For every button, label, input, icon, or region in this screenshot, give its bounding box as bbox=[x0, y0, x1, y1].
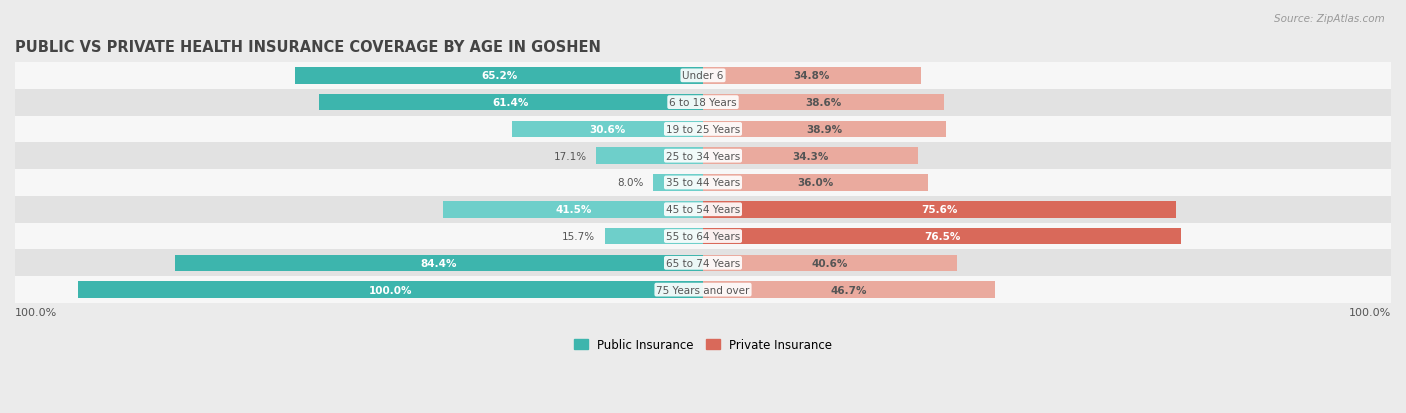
Bar bbox=[176, 255, 703, 271]
Bar bbox=[15, 90, 1391, 116]
Bar bbox=[15, 197, 1391, 223]
Text: 100.0%: 100.0% bbox=[1348, 307, 1391, 317]
Text: Under 6: Under 6 bbox=[682, 71, 724, 81]
Text: 30.6%: 30.6% bbox=[589, 125, 626, 135]
Bar bbox=[15, 63, 1391, 90]
Bar bbox=[15, 116, 1391, 143]
Text: 6 to 18 Years: 6 to 18 Years bbox=[669, 98, 737, 108]
Bar bbox=[605, 228, 703, 245]
Text: 65.2%: 65.2% bbox=[481, 71, 517, 81]
Text: PUBLIC VS PRIVATE HEALTH INSURANCE COVERAGE BY AGE IN GOSHEN: PUBLIC VS PRIVATE HEALTH INSURANCE COVER… bbox=[15, 40, 600, 55]
Text: 8.0%: 8.0% bbox=[617, 178, 644, 188]
Text: 55 to 64 Years: 55 to 64 Years bbox=[666, 232, 740, 242]
Text: 38.6%: 38.6% bbox=[806, 98, 842, 108]
Bar bbox=[703, 175, 928, 191]
Bar bbox=[512, 121, 703, 138]
Bar bbox=[596, 148, 703, 165]
Bar bbox=[703, 255, 957, 271]
Text: Source: ZipAtlas.com: Source: ZipAtlas.com bbox=[1274, 14, 1385, 24]
Text: 17.1%: 17.1% bbox=[554, 151, 586, 161]
Legend: Public Insurance, Private Insurance: Public Insurance, Private Insurance bbox=[569, 334, 837, 356]
Text: 46.7%: 46.7% bbox=[831, 285, 868, 295]
Bar bbox=[15, 277, 1391, 303]
Text: 41.5%: 41.5% bbox=[555, 205, 592, 215]
Bar bbox=[319, 95, 703, 111]
Text: 25 to 34 Years: 25 to 34 Years bbox=[666, 151, 740, 161]
Text: 19 to 25 Years: 19 to 25 Years bbox=[666, 125, 740, 135]
Text: 34.8%: 34.8% bbox=[793, 71, 830, 81]
Bar bbox=[15, 223, 1391, 250]
Bar bbox=[703, 148, 918, 165]
Bar bbox=[77, 282, 703, 298]
Text: 40.6%: 40.6% bbox=[811, 258, 848, 268]
Bar bbox=[15, 170, 1391, 197]
Text: 35 to 44 Years: 35 to 44 Years bbox=[666, 178, 740, 188]
Bar bbox=[443, 202, 703, 218]
Text: 76.5%: 76.5% bbox=[924, 232, 960, 242]
Bar bbox=[652, 175, 703, 191]
Text: 34.3%: 34.3% bbox=[792, 151, 828, 161]
Bar bbox=[295, 68, 703, 84]
Text: 38.9%: 38.9% bbox=[807, 125, 842, 135]
Bar bbox=[703, 121, 946, 138]
Text: 65 to 74 Years: 65 to 74 Years bbox=[666, 258, 740, 268]
Text: 36.0%: 36.0% bbox=[797, 178, 834, 188]
Text: 75.6%: 75.6% bbox=[921, 205, 957, 215]
Bar bbox=[703, 95, 945, 111]
Bar bbox=[703, 282, 995, 298]
Text: 45 to 54 Years: 45 to 54 Years bbox=[666, 205, 740, 215]
Text: 84.4%: 84.4% bbox=[420, 258, 457, 268]
Text: 75 Years and over: 75 Years and over bbox=[657, 285, 749, 295]
Bar bbox=[703, 202, 1175, 218]
Bar bbox=[15, 143, 1391, 170]
Bar bbox=[703, 68, 921, 84]
Bar bbox=[15, 250, 1391, 277]
Text: 100.0%: 100.0% bbox=[368, 285, 412, 295]
Text: 15.7%: 15.7% bbox=[562, 232, 595, 242]
Text: 61.4%: 61.4% bbox=[492, 98, 529, 108]
Text: 100.0%: 100.0% bbox=[15, 307, 58, 317]
Bar bbox=[703, 228, 1181, 245]
